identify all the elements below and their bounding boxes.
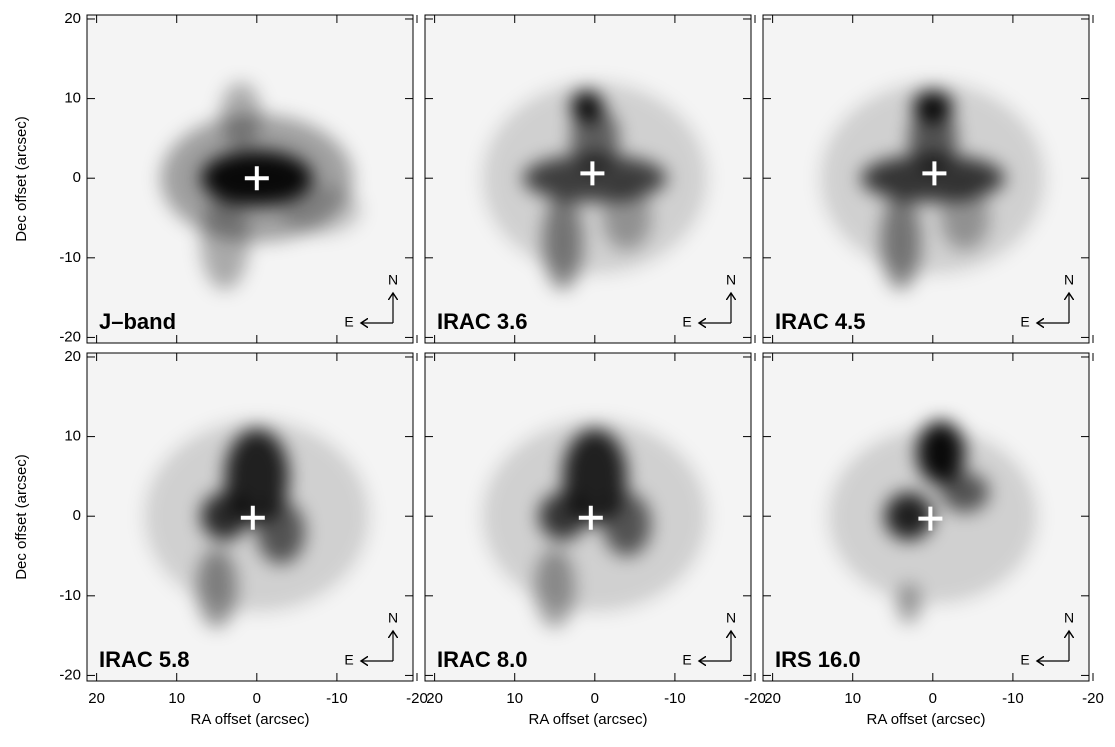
x-tick-label: -10 bbox=[1002, 690, 1024, 707]
compass-north: N bbox=[388, 272, 398, 288]
compass-east: E bbox=[344, 652, 353, 668]
frame bbox=[424, 14, 752, 344]
y-tick-label: 10 bbox=[64, 90, 81, 107]
x-axis-label: RA offset (arcsec) bbox=[191, 711, 310, 728]
panel-title: IRS 16.0 bbox=[775, 647, 861, 672]
blob bbox=[280, 186, 361, 234]
x-tick-label: 0 bbox=[591, 690, 599, 707]
blob bbox=[828, 428, 1037, 604]
compass-north: N bbox=[726, 272, 736, 288]
compass-north: N bbox=[1064, 272, 1074, 288]
frame bbox=[86, 352, 414, 682]
panel: 20 10 0 -10 -20 RA offset (arcsec) IRAC 8.0 N E bbox=[424, 352, 766, 728]
y-tick-label: 10 bbox=[64, 428, 81, 445]
y-axis-label: Dec offset (arcsec) bbox=[13, 116, 30, 242]
x-tick-label: -20 bbox=[406, 690, 428, 707]
frame bbox=[762, 14, 1090, 344]
frame bbox=[86, 14, 414, 344]
x-tick-label: 10 bbox=[844, 690, 861, 707]
compass-east: E bbox=[1020, 652, 1029, 668]
x-tick-label: 0 bbox=[253, 690, 261, 707]
compass-east: E bbox=[1020, 314, 1029, 330]
y-tick-label: 0 bbox=[73, 507, 81, 524]
x-axis-label: RA offset (arcsec) bbox=[867, 711, 986, 728]
x-axis-label: RA offset (arcsec) bbox=[529, 711, 648, 728]
compass-north: N bbox=[726, 610, 736, 626]
position-marker bbox=[578, 505, 603, 530]
x-tick-label: 10 bbox=[168, 690, 185, 707]
panel: -20 -10 0 10 20 Dec offset (arcsec) J–band N E bbox=[13, 10, 418, 345]
image-blobs bbox=[482, 82, 707, 290]
y-axis-label: Dec offset (arcsec) bbox=[13, 454, 30, 580]
frame bbox=[762, 352, 1090, 682]
panel-title: IRAC 3.6 bbox=[437, 309, 527, 334]
x-tick-label: -20 bbox=[744, 690, 766, 707]
image bbox=[828, 420, 1037, 624]
panel: 20 10 0 -10 -20 RA offset (arcsec) IRS 16.0 N E bbox=[762, 352, 1104, 728]
y-tick-label: 0 bbox=[73, 169, 81, 186]
compass-east: E bbox=[344, 314, 353, 330]
panel-title: IRAC 5.8 bbox=[99, 647, 189, 672]
panel-title: IRAC 8.0 bbox=[437, 647, 527, 672]
blob bbox=[482, 82, 707, 274]
panel-title: J–band bbox=[99, 309, 176, 334]
x-tick-label: 20 bbox=[88, 690, 105, 707]
y-tick-label: 20 bbox=[64, 10, 81, 27]
x-tick-label: 20 bbox=[764, 690, 781, 707]
panel: IRAC 3.6 N E bbox=[424, 14, 756, 344]
x-tick-label: 20 bbox=[426, 690, 443, 707]
y-tick-label: -20 bbox=[59, 328, 81, 345]
y-tick-label: -10 bbox=[59, 587, 81, 604]
x-tick-label: 10 bbox=[506, 690, 523, 707]
compass-north: N bbox=[1064, 610, 1074, 626]
x-tick-label: 0 bbox=[929, 690, 937, 707]
panel: 20 10 0 -10 -20 -20 -10 0 10 20 RA offset (arcsec)… bbox=[13, 348, 428, 728]
position-marker bbox=[580, 161, 605, 186]
frame bbox=[424, 352, 752, 682]
position-marker bbox=[244, 166, 269, 191]
position-marker bbox=[240, 505, 265, 530]
y-tick-label: -20 bbox=[59, 666, 81, 683]
blob bbox=[200, 194, 249, 290]
panel: IRAC 4.5 N E bbox=[762, 14, 1094, 344]
image-blobs bbox=[828, 420, 1037, 624]
compass-north: N bbox=[388, 610, 398, 626]
position-marker bbox=[918, 506, 943, 531]
compass-east: E bbox=[682, 652, 691, 668]
y-tick-label: -10 bbox=[59, 249, 81, 266]
blob bbox=[220, 82, 261, 147]
x-tick-label: -10 bbox=[664, 690, 686, 707]
x-tick-label: -10 bbox=[326, 690, 348, 707]
panel-title: IRAC 4.5 bbox=[775, 309, 865, 334]
x-tick-label: -20 bbox=[1082, 690, 1104, 707]
image bbox=[482, 82, 707, 290]
compass-east: E bbox=[682, 314, 691, 330]
position-marker bbox=[922, 161, 947, 186]
y-tick-label: 20 bbox=[64, 348, 81, 365]
